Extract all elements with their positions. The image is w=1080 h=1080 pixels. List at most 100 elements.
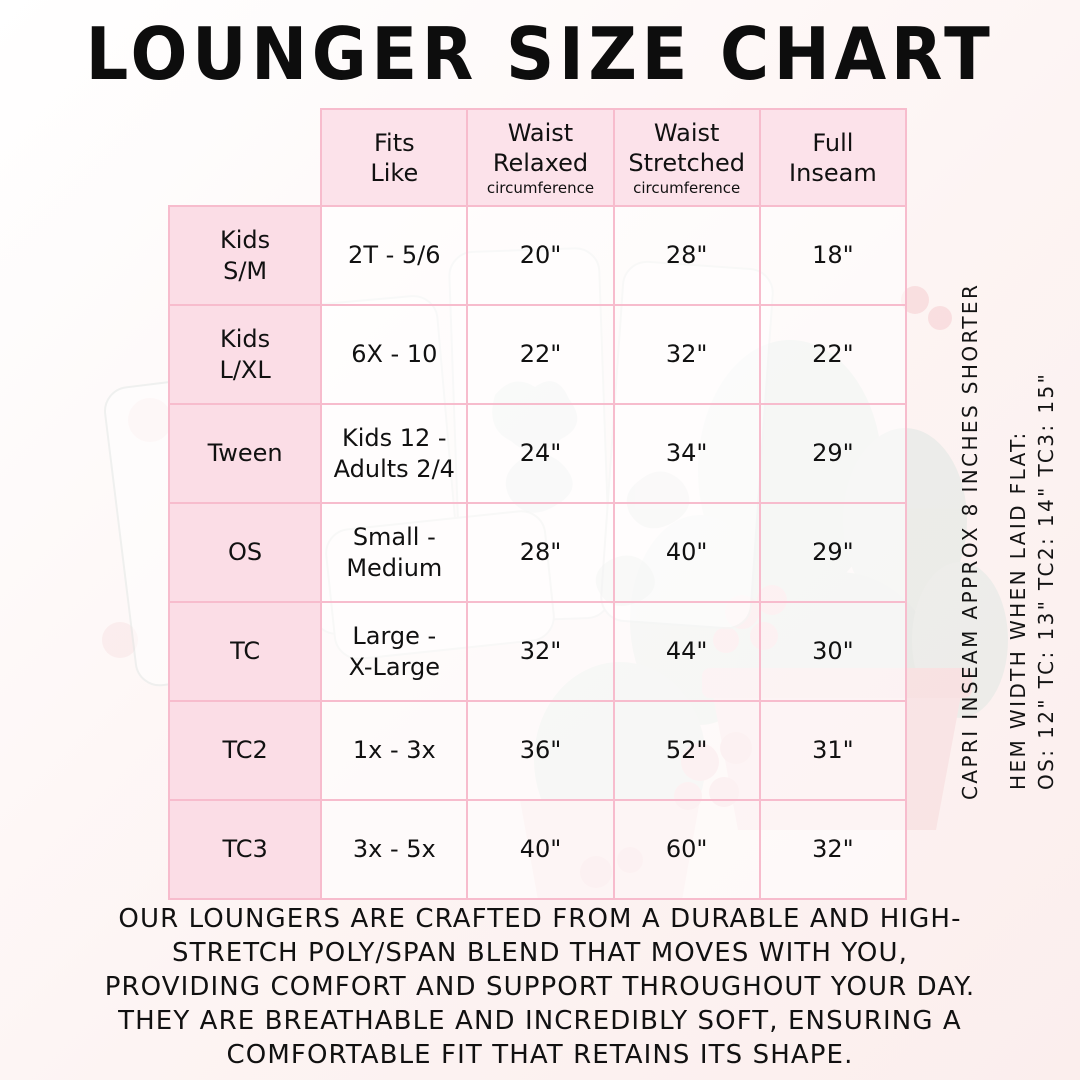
cell-waist-relaxed: 40" bbox=[466, 799, 615, 900]
waist-relaxed-value: 36" bbox=[519, 736, 562, 764]
cell-waist-stretched: 28" bbox=[612, 205, 761, 306]
cell-fits-like: Kids 12 - Adults 2/4 bbox=[320, 403, 469, 504]
cell-waist-stretched: 34" bbox=[612, 403, 761, 504]
fits-like-line-1: 6X - 10 bbox=[351, 340, 438, 368]
table-row: TC3 3x - 5x 40" 60" 32" bbox=[167, 799, 908, 900]
size-label-line-1: TC2 bbox=[222, 736, 268, 764]
waist-stretched-value: 28" bbox=[665, 241, 708, 269]
fits-like-line-1: Small - bbox=[352, 522, 436, 551]
waist-relaxed-value: 22" bbox=[519, 340, 562, 368]
cell-full-inseam: 30" bbox=[758, 601, 908, 702]
table-row: TC Large - X-Large 32" 44" 30" bbox=[167, 601, 908, 702]
waist-stretched-value: 40" bbox=[665, 538, 708, 566]
cell-fits-like: 2T - 5/6 bbox=[320, 205, 469, 306]
cell-waist-stretched: 44" bbox=[612, 601, 761, 702]
waist-relaxed-value: 24" bbox=[519, 439, 562, 467]
waist-stretched-value: 32" bbox=[665, 340, 708, 368]
row-size-label: TC3 bbox=[167, 799, 323, 900]
header-subtitle: circumference bbox=[633, 179, 741, 197]
waist-stretched-value: 52" bbox=[665, 736, 708, 764]
cell-waist-relaxed: 32" bbox=[466, 601, 615, 702]
row-size-label: Kids L/XL bbox=[167, 304, 323, 405]
row-size-label: TC bbox=[167, 601, 323, 702]
cell-full-inseam: 22" bbox=[758, 304, 908, 405]
cell-waist-stretched: 52" bbox=[612, 700, 761, 801]
table-body: Kids S/M 2T - 5/6 20" 28" 18" Kids L/XL 6X - 10 2… bbox=[167, 205, 908, 900]
row-size-label: Tween bbox=[167, 403, 323, 504]
fits-like-line-1: 2T - 5/6 bbox=[348, 241, 441, 269]
full-inseam-value: 32" bbox=[812, 835, 854, 863]
waist-relaxed-value: 32" bbox=[519, 637, 562, 665]
cell-full-inseam: 32" bbox=[758, 799, 908, 900]
column-header-waist-stretched: Waist Stretched circumference bbox=[612, 108, 761, 207]
size-label-line-1: Kids bbox=[220, 324, 271, 353]
fits-like-line-2: Adults 2/4 bbox=[333, 454, 455, 483]
cell-fits-like: 1x - 3x bbox=[320, 700, 469, 801]
header-line-1: Fits bbox=[373, 128, 415, 157]
table-row: Kids S/M 2T - 5/6 20" 28" 18" bbox=[167, 205, 908, 306]
table-row: TC2 1x - 3x 36" 52" 31" bbox=[167, 700, 908, 801]
table-row: OS Small - Medium 28" 40" 29" bbox=[167, 502, 908, 603]
cell-full-inseam: 31" bbox=[758, 700, 908, 801]
row-size-label: Kids S/M bbox=[167, 205, 323, 306]
size-label-line-2: S/M bbox=[223, 256, 268, 285]
cell-waist-relaxed: 24" bbox=[466, 403, 615, 504]
size-label-line-1: OS bbox=[228, 538, 263, 566]
cell-waist-stretched: 32" bbox=[612, 304, 761, 405]
size-label-line-1: TC bbox=[230, 637, 261, 665]
footer-line-5: COMFORTABLE FIT THAT RETAINS ITS SHAPE. bbox=[226, 1040, 854, 1070]
corner-cell bbox=[169, 109, 321, 206]
full-inseam-value: 29" bbox=[812, 439, 854, 467]
cell-full-inseam: 29" bbox=[758, 502, 908, 603]
full-inseam-value: 31" bbox=[812, 736, 854, 764]
cell-fits-like: Small - Medium bbox=[320, 502, 469, 603]
header-line-2: Relaxed bbox=[492, 149, 589, 177]
cell-fits-like: 6X - 10 bbox=[320, 304, 469, 405]
header-line-1: Full bbox=[812, 128, 854, 157]
waist-stretched-value: 34" bbox=[665, 439, 708, 467]
cell-fits-like: 3x - 5x bbox=[320, 799, 469, 900]
size-chart-table: Fits Like Waist Relaxed circumference Wa… bbox=[167, 108, 908, 900]
table-header-row: Fits Like Waist Relaxed circumference Wa… bbox=[169, 108, 908, 207]
header-line-2: Like bbox=[370, 158, 419, 187]
cell-fits-like: Large - X-Large bbox=[320, 601, 469, 702]
table-row: Tween Kids 12 - Adults 2/4 24" 34" 29" bbox=[167, 403, 908, 504]
capri-inseam-note: CAPRI INSEAM APPROX 8 INCHES SHORTER bbox=[958, 282, 982, 800]
page-title: LOUNGER SIZE CHART bbox=[85, 12, 995, 96]
fits-like-line-2: X-Large bbox=[348, 652, 441, 681]
column-header-waist-relaxed: Waist Relaxed circumference bbox=[466, 108, 615, 207]
cell-full-inseam: 18" bbox=[758, 205, 908, 306]
cell-waist-relaxed: 28" bbox=[466, 502, 615, 603]
footer-line-3: PROVIDING COMFORT AND SUPPORT THROUGHOUT… bbox=[104, 972, 976, 1002]
row-size-label: OS bbox=[167, 502, 323, 603]
cell-waist-stretched: 40" bbox=[612, 502, 761, 603]
footer-description: OUR LOUNGERS ARE CRAFTED FROM A DURABLE … bbox=[50, 902, 1030, 1072]
waist-stretched-value: 60" bbox=[665, 835, 708, 863]
waist-stretched-value: 44" bbox=[665, 637, 708, 665]
table-row: Kids L/XL 6X - 10 22" 32" 22" bbox=[167, 304, 908, 405]
header-line-1: Waist bbox=[507, 119, 574, 147]
header-line-2: Stretched bbox=[628, 149, 745, 177]
full-inseam-value: 30" bbox=[812, 637, 854, 665]
fits-like-line-2: Medium bbox=[346, 553, 443, 582]
fits-like-line-1: Large - bbox=[352, 621, 437, 650]
column-header-full-inseam: Full Inseam bbox=[758, 108, 908, 207]
header-subtitle: circumference bbox=[486, 179, 595, 197]
fits-like-line-1: 1x - 3x bbox=[352, 736, 436, 764]
size-label-line-2: L/XL bbox=[219, 355, 271, 384]
cell-full-inseam: 29" bbox=[758, 403, 908, 504]
size-label-line-1: Kids bbox=[220, 225, 271, 254]
full-inseam-value: 22" bbox=[812, 340, 854, 368]
cell-waist-relaxed: 20" bbox=[466, 205, 615, 306]
waist-relaxed-value: 28" bbox=[519, 538, 562, 566]
footer-line-4: THEY ARE BREATHABLE AND INCREDIBLY SOFT,… bbox=[118, 1006, 962, 1036]
full-inseam-value: 29" bbox=[812, 538, 854, 566]
size-label-line-1: Tween bbox=[207, 439, 283, 467]
fits-like-line-1: Kids 12 - bbox=[341, 423, 447, 452]
footer-line-1: OUR LOUNGERS ARE CRAFTED FROM A DURABLE … bbox=[118, 904, 962, 934]
fits-like-line-1: 3x - 5x bbox=[352, 835, 436, 863]
header-line-1: Waist bbox=[653, 119, 720, 147]
size-label-line-1: TC3 bbox=[222, 835, 268, 863]
cell-waist-stretched: 60" bbox=[612, 799, 761, 900]
